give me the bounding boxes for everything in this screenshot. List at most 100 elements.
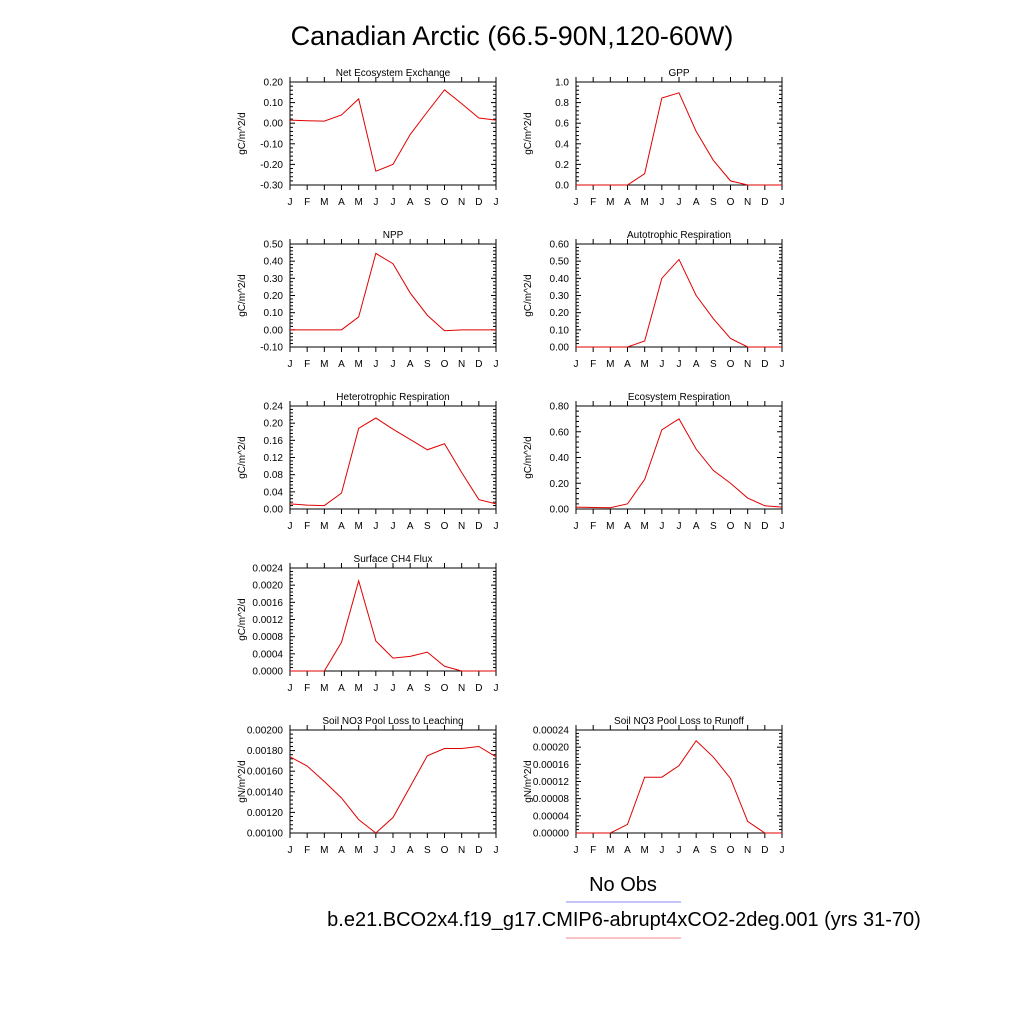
x-tick-label: J	[574, 359, 579, 370]
x-tick-label: J	[373, 521, 378, 532]
x-tick-label: M	[354, 359, 362, 370]
figure-title: Canadian Arctic (66.5-90N,120-60W)	[291, 21, 734, 51]
y-tick-label: 0.00	[264, 325, 284, 336]
x-tick-label: F	[590, 197, 596, 208]
x-tick-label: J	[677, 359, 682, 370]
x-tick-label: M	[320, 683, 328, 694]
x-tick-label: A	[624, 521, 631, 532]
x-tick-label: M	[606, 359, 614, 370]
panel-title: Autotrophic Respiration	[627, 230, 731, 241]
y-tick-label: 0.00140	[247, 787, 284, 798]
panel-3: NPP gC/m^2/d 0.50 0.40 0.30 0.20 0.10 0.00 -0.10…	[237, 230, 499, 370]
panel-6: Ecosystem Respiration gC/m^2/d 0.80 0.60 0.4…	[523, 392, 785, 532]
x-tick-label: A	[693, 845, 700, 856]
x-tick-label: J	[391, 845, 396, 856]
x-tick-label: O	[441, 521, 449, 532]
x-tick-label: J	[288, 197, 293, 208]
y-tick-label: 0.20	[550, 308, 570, 319]
panel-1: Net Ecosystem Exchange gC/m^2/d 0.20 0.10 0.…	[237, 68, 499, 208]
y-axis-label: gC/m^2/d	[523, 274, 534, 317]
x-tick-label: J	[391, 521, 396, 532]
x-tick-label: J	[373, 359, 378, 370]
x-tick-label: A	[407, 683, 414, 694]
x-tick-label: F	[590, 359, 596, 370]
x-tick-label: N	[458, 845, 465, 856]
x-tick-label: J	[288, 683, 293, 694]
panel-9: Soil NO3 Pool Loss to RunoffgN/m^2/d0.00…	[523, 716, 785, 856]
x-tick-label: D	[761, 359, 768, 370]
x-tick-label: N	[744, 521, 751, 532]
series-line	[289, 745, 497, 834]
panel-title: Net Ecosystem Exchange	[336, 68, 451, 79]
series-line	[576, 92, 782, 186]
x-tick-label: D	[475, 521, 482, 532]
x-tick-label: F	[304, 845, 310, 856]
x-tick-label: A	[338, 521, 345, 532]
y-tick-label: 0.00180	[247, 746, 284, 757]
x-tick-label: J	[659, 845, 664, 856]
x-tick-label: A	[624, 845, 631, 856]
x-tick-label: J	[677, 521, 682, 532]
y-tick-label: 0.20	[264, 78, 284, 89]
x-tick-label: M	[320, 521, 328, 532]
x-tick-label: N	[458, 683, 465, 694]
x-tick-label: A	[624, 359, 631, 370]
x-tick-label: S	[710, 359, 717, 370]
plot-frame	[575, 405, 783, 510]
x-tick-label: M	[354, 197, 362, 208]
x-tick-label: O	[441, 359, 449, 370]
series-line	[575, 418, 783, 509]
y-tick-label: 0.60	[550, 240, 570, 251]
panel-5: Heterotrophic Respiration gC/m^2/d 0.24 0.2…	[237, 392, 499, 532]
x-tick-label: D	[475, 845, 482, 856]
y-tick-label: 0.20	[264, 419, 284, 430]
y-tick-label: 0.00	[550, 343, 570, 354]
x-tick-label: M	[640, 521, 648, 532]
x-tick-label: J	[288, 359, 293, 370]
series-line	[289, 89, 497, 172]
x-tick-label: A	[693, 359, 700, 370]
legend: No Obs b.e21.BCO2x4.f19_g17.CMIP6-abrupt…	[327, 874, 921, 939]
y-tick-label: 0.00	[550, 505, 570, 516]
x-tick-label: J	[659, 197, 664, 208]
x-tick-label: N	[458, 521, 465, 532]
y-tick-label: 0.40	[264, 257, 284, 268]
y-tick-label: 0.0016	[252, 598, 283, 609]
y-tick-label: 0.00024	[533, 726, 570, 737]
x-tick-label: D	[761, 845, 768, 856]
y-tick-label: 0.08	[264, 470, 284, 481]
y-tick-label: 0.0	[555, 181, 569, 192]
x-tick-label: J	[780, 359, 785, 370]
y-tick-label: 0.8	[555, 98, 569, 109]
x-tick-label: M	[606, 521, 614, 532]
panel-title: NPP	[383, 230, 404, 241]
x-tick-label: M	[320, 197, 328, 208]
x-tick-label: S	[710, 197, 717, 208]
y-tick-label: 0.00200	[247, 726, 284, 737]
x-tick-label: F	[304, 359, 310, 370]
y-tick-label: 0.10	[550, 325, 570, 336]
x-tick-label: A	[693, 521, 700, 532]
y-tick-label: 0.12	[264, 453, 284, 464]
x-tick-label: J	[574, 197, 579, 208]
x-tick-label: J	[780, 845, 785, 856]
x-tick-label: N	[458, 359, 465, 370]
y-tick-label: 0.0012	[252, 615, 283, 626]
y-tick-label: 0.6	[555, 119, 569, 130]
x-tick-label: M	[606, 197, 614, 208]
y-tick-label: 0.50	[550, 257, 570, 268]
y-axis-label: gN/m^2/d	[523, 760, 534, 803]
x-tick-label: J	[494, 683, 499, 694]
x-tick-label: O	[727, 521, 735, 532]
y-axis-label: gC/m^2/d	[523, 436, 534, 479]
x-tick-label: J	[288, 521, 293, 532]
series-line	[290, 579, 496, 672]
x-tick-label: J	[494, 845, 499, 856]
x-tick-label: D	[475, 683, 482, 694]
plot-frame	[575, 81, 783, 186]
panel-4: Autotrophic Respiration gC/m^2/d 0.60 0.50 0…	[523, 230, 785, 370]
y-tick-label: 0.0008	[252, 632, 283, 643]
x-tick-label: D	[475, 359, 482, 370]
